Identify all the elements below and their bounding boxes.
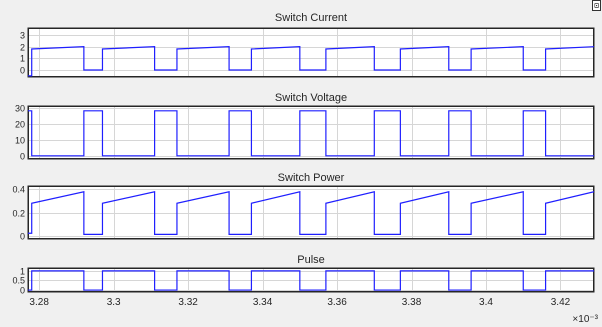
figure-corner-button[interactable]: ⊡ — [592, 0, 601, 11]
x-tick-label: 3.34 — [253, 297, 273, 308]
pulse-panel: Pulse 00.51 — [12, 254, 595, 296]
pulse-trace — [28, 270, 594, 291]
switch-voltage-ytick-label: 0 — [20, 152, 25, 162]
x-tick-label: 3.38 — [402, 297, 422, 308]
switch-power-ytick-label: 0.2 — [12, 209, 25, 219]
switch-current-title: Switch Current — [275, 12, 347, 24]
switch-current-ytick-label: 2 — [20, 43, 25, 53]
switch-power-panel: Switch Power 0 0.2 0.4 — [12, 172, 595, 242]
switch-voltage-ytick-label: 20 — [15, 120, 25, 130]
x-axis-exponent-label: ×10⁻³ — [572, 314, 598, 325]
x-tick-label: 3.3 — [107, 297, 121, 308]
x-tick-label: 3.42 — [551, 297, 571, 308]
pulse-title: Pulse — [297, 254, 325, 266]
switch-current-panel: Switch Current 0 12 3 — [20, 12, 595, 78]
pulse-ytick-label: 0 — [20, 286, 25, 296]
switch-current-ytick-label: 1 — [20, 54, 25, 64]
switch-current-ytick-label: 3 — [20, 31, 25, 41]
switch-power-trace — [28, 191, 594, 235]
switch-voltage-ytick-label: 30 — [15, 104, 25, 114]
switch-current-ytick-label: 0 — [20, 66, 25, 76]
x-tick-label: 3.4 — [479, 297, 493, 308]
switch-voltage-trace — [28, 110, 594, 157]
switch-voltage-axes — [27, 105, 595, 160]
switch-voltage-axes-border — [28, 106, 594, 159]
switch-power-ytick-label: 0.4 — [12, 185, 25, 195]
switch-power-axes — [27, 185, 595, 240]
switch-power-title: Switch Power — [278, 172, 345, 184]
pulse-axes-border — [28, 268, 594, 292]
switch-voltage-ytick-label: 10 — [15, 136, 25, 146]
pulse-ytick-label: 0.5 — [12, 276, 25, 286]
switch-current-axes — [27, 27, 595, 78]
x-axis-ticks: 3.28 3.3 3.32 3.34 3.36 3.38 3.4 3.42 — [29, 297, 570, 308]
switch-power-ytick-label: 0 — [20, 232, 25, 242]
pulse-ytick-label: 1 — [20, 267, 25, 277]
x-tick-label: 3.28 — [29, 297, 49, 308]
switch-voltage-panel: Switch Voltage 0 10 20 30 — [15, 92, 595, 162]
switch-voltage-title: Switch Voltage — [275, 92, 347, 104]
switch-current-trace — [28, 46, 594, 77]
x-tick-label: 3.32 — [178, 297, 198, 308]
switch-power-axes-border — [28, 186, 594, 239]
x-tick-label: 3.36 — [327, 297, 347, 308]
switch-current-axes-border — [28, 28, 594, 77]
